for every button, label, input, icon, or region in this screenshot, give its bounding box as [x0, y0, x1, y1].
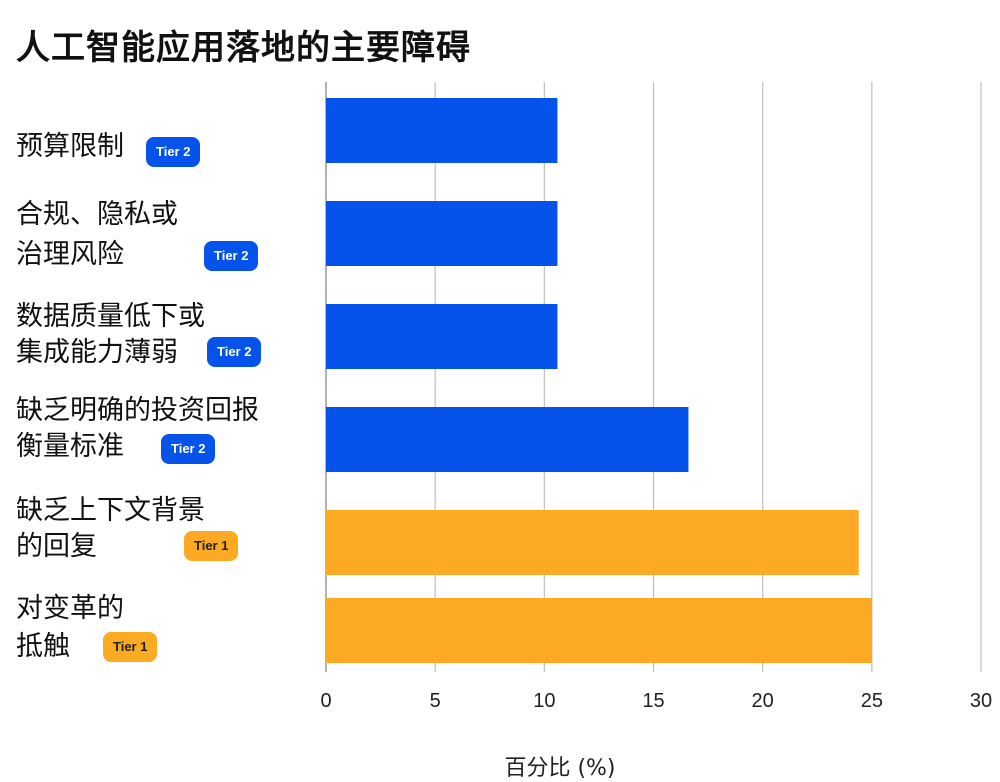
tier-badge: Tier 1: [184, 531, 239, 561]
chart-title: 人工智能应用落地的主要障碍: [16, 28, 471, 68]
x-tick-label: 15: [642, 690, 665, 712]
bar: [326, 598, 872, 663]
tier-badge: Tier 2: [207, 337, 262, 367]
tier-badge: Tier 2: [146, 137, 201, 167]
gridlines: [325, 82, 982, 672]
category-label: 衡量标准: [16, 431, 124, 462]
category-label: 治理风险: [16, 239, 124, 270]
x-tick-label: 10: [533, 690, 556, 712]
category-label: 的回复: [16, 531, 97, 562]
x-axis-title: 百分比 (%): [504, 756, 616, 781]
category-label: 合规、隐私或: [16, 199, 178, 230]
tier-badge: Tier 1: [103, 632, 158, 662]
x-tick-label: 30: [969, 690, 993, 712]
bar: [326, 510, 859, 575]
category-label: 缺乏上下文背景: [16, 495, 205, 526]
category-label: 抵触: [16, 631, 70, 662]
category-label: 预算限制: [16, 131, 124, 162]
bar: [326, 201, 558, 266]
tier-badge: Tier 2: [161, 434, 216, 464]
category-label: 集成能力薄弱: [16, 337, 178, 368]
x-tick-label: 20: [751, 690, 774, 712]
x-tick-label: 0: [320, 690, 332, 712]
tier-badge: Tier 2: [204, 241, 259, 271]
category-label: 缺乏明确的投资回报: [16, 395, 259, 426]
category-label: 数据质量低下或: [16, 301, 205, 332]
x-tick-label: 25: [860, 690, 883, 712]
bar: [326, 98, 558, 163]
bars: [326, 98, 872, 663]
bar: [326, 304, 558, 369]
category-label: 对变革的: [16, 593, 124, 624]
bar: [326, 407, 689, 472]
x-tick-label: 5: [429, 690, 441, 712]
